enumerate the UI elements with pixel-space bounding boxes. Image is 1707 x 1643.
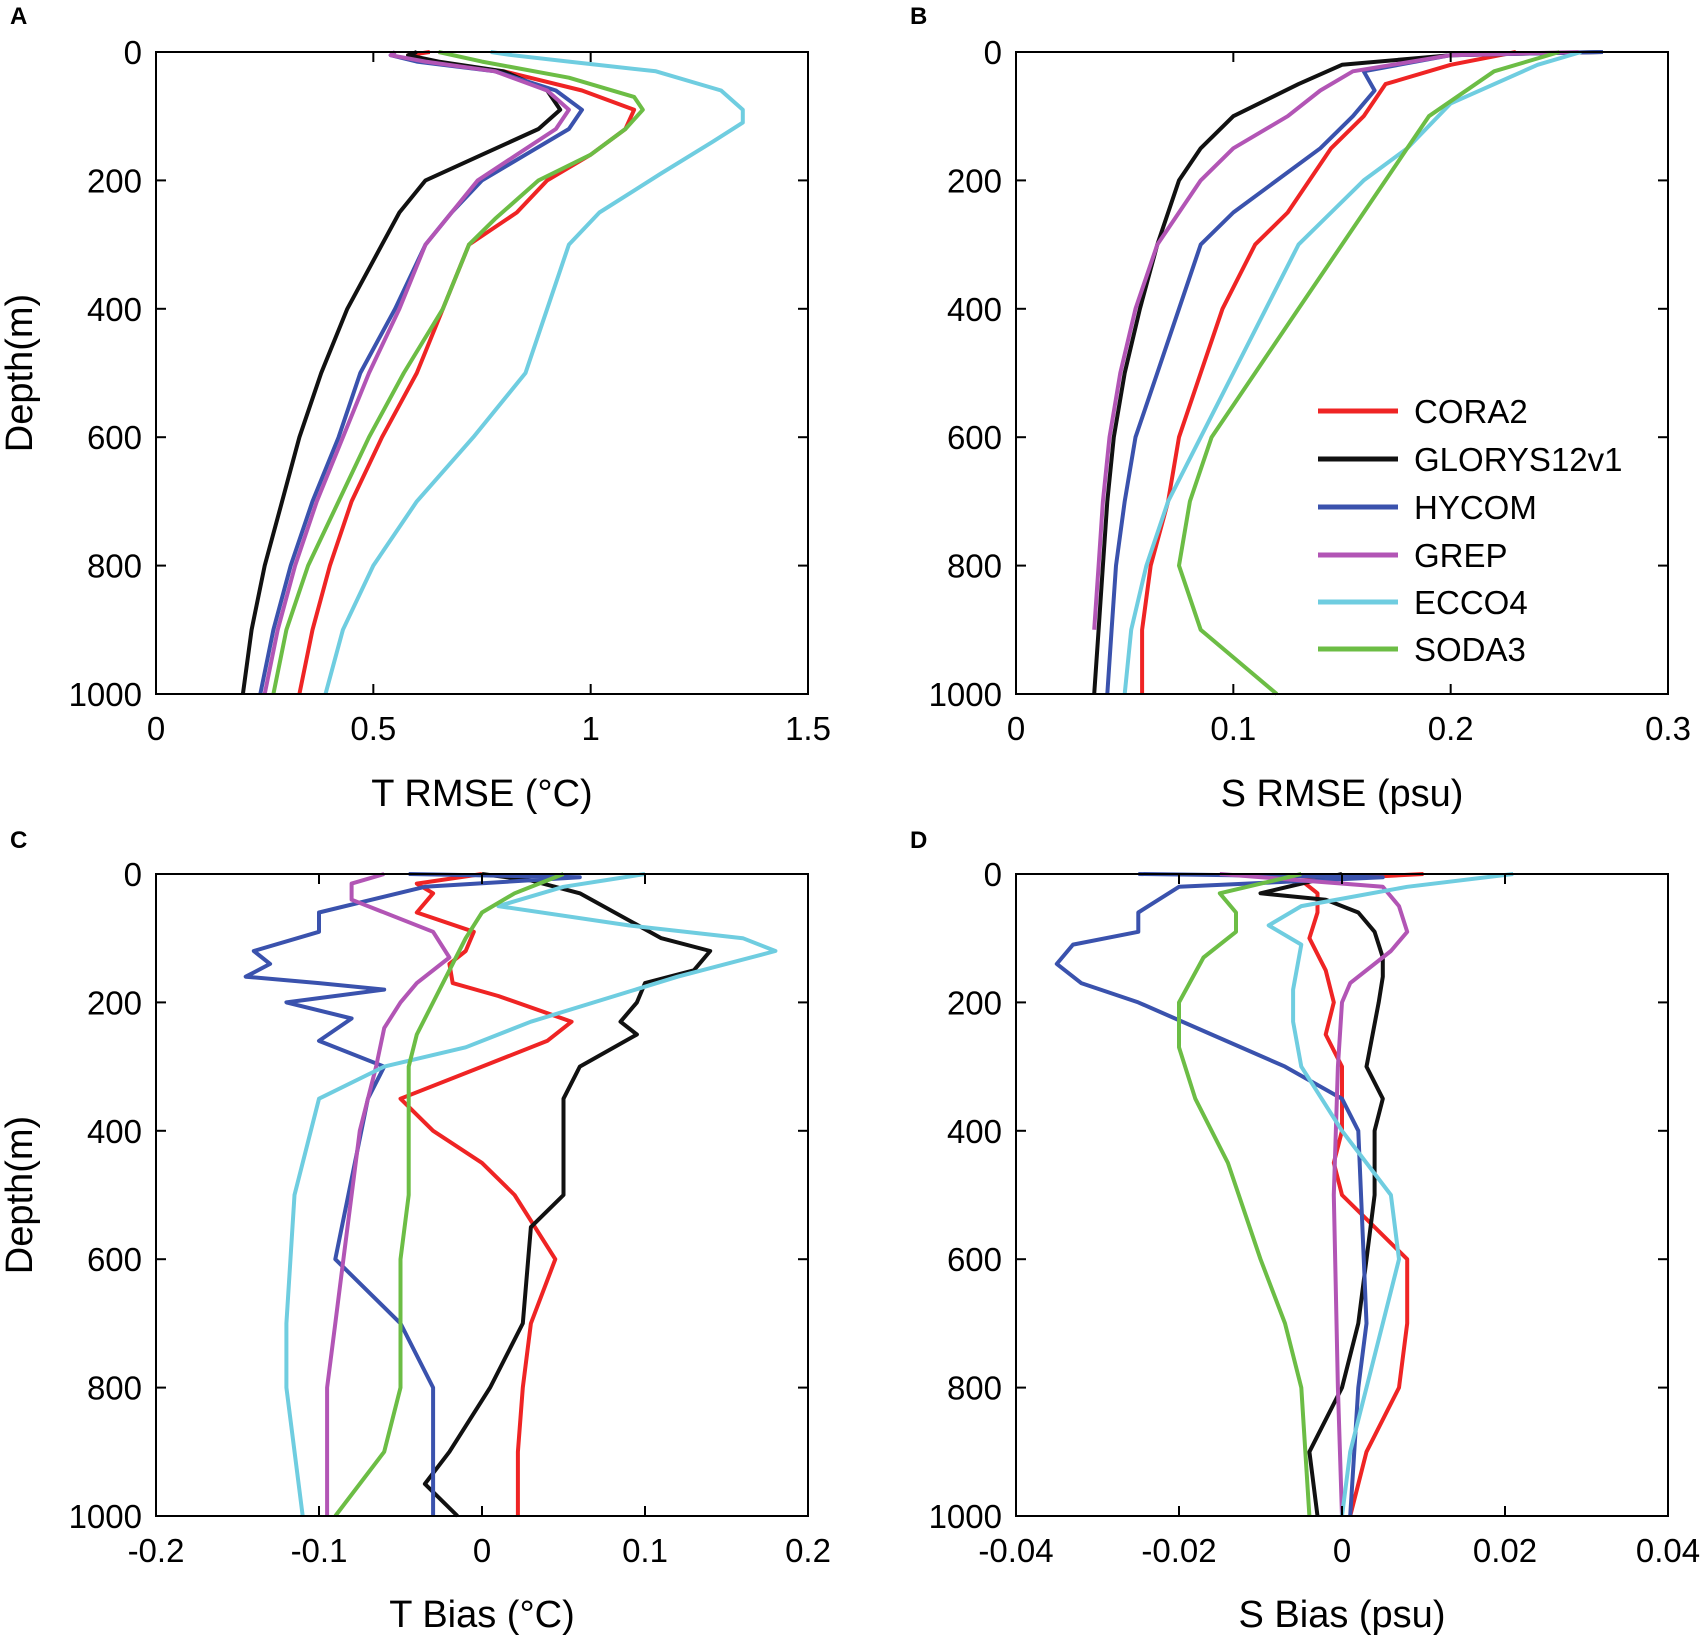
- series-group-c: [243, 872, 778, 1518]
- legend: CORA2 GLORYS12v1 HYCOM GREP ECCO4 SODA3: [1318, 393, 1623, 668]
- y-tick-label-a-0: 0: [124, 34, 142, 71]
- panel-b: B 0 0.1 0.2 0.3 0 200 400 600 800 1000 S RMSE (ps…: [910, 3, 1691, 815]
- y-tick-label-c-2: 400: [87, 1113, 142, 1150]
- legend-label-grep: GREP: [1414, 537, 1508, 574]
- x-tick-label-b-3: 0.3: [1645, 710, 1691, 747]
- y-tick-label-d-5: 1000: [929, 1498, 1002, 1535]
- panel-label-a: A: [10, 3, 27, 30]
- y-tick-label-c-1: 200: [87, 984, 142, 1021]
- y-tick-label-c-4: 800: [87, 1370, 142, 1407]
- y-tick-label-a-2: 400: [87, 291, 142, 328]
- y-tick-label-b-2: 400: [947, 291, 1002, 328]
- y-tick-label-d-1: 200: [947, 984, 1002, 1021]
- x-tick-label-b-0: 0: [1007, 710, 1025, 747]
- plot-frame-a: [155, 51, 809, 695]
- panel-label-d: D: [910, 827, 927, 854]
- series-line-c-hycom: [243, 872, 582, 1516]
- series-line-b-ecco4: [1122, 50, 1582, 695]
- ticks-a: 0 0.5 1 1.5 0 200 400 600 800 1000: [69, 34, 831, 747]
- x-tick-label-a-1: 0.5: [350, 710, 396, 747]
- series-line-c-grep: [325, 872, 452, 1516]
- y-tick-label-d-4: 800: [947, 1370, 1002, 1407]
- legend-label-ecco4: ECCO4: [1414, 584, 1528, 621]
- series-line-d-soda3: [1177, 872, 1312, 1517]
- series-line-d-cora2: [1299, 872, 1424, 1517]
- series-group-d: [1054, 872, 1514, 1517]
- y-tick-label-d-3: 600: [947, 1241, 1002, 1278]
- x-axis-label-b: S RMSE (psu): [1221, 773, 1464, 815]
- ticks-c: -0.2 -0.1 0 0.1 0.2 0 200 400 600 800 1000: [69, 856, 831, 1569]
- y-tick-label-d-0: 0: [984, 856, 1002, 893]
- y-tick-label-b-3: 600: [947, 419, 1002, 456]
- x-tick-label-d-2: 0: [1333, 1532, 1351, 1569]
- x-tick-label-a-3: 1.5: [785, 710, 831, 747]
- y-tick-label-c-5: 1000: [69, 1498, 142, 1535]
- y-axis-label-a: Depth(m): [0, 294, 41, 452]
- x-tick-label-c-3: 0.1: [622, 1532, 668, 1569]
- ticks-b: 0 0.1 0.2 0.3 0 200 400 600 800 1000: [929, 34, 1691, 747]
- y-tick-label-b-1: 200: [947, 162, 1002, 199]
- x-tick-label-c-2: 0: [473, 1532, 491, 1569]
- x-tick-label-c-0: -0.2: [128, 1532, 185, 1569]
- y-tick-label-a-1: 200: [87, 162, 142, 199]
- x-tick-label-c-1: -0.1: [291, 1532, 348, 1569]
- x-tick-label-d-4: 0.04: [1636, 1532, 1700, 1569]
- panel-label-c: C: [10, 827, 27, 854]
- series-line-c-cora2: [398, 872, 574, 1516]
- series-group-a: [240, 50, 745, 695]
- y-tick-label-c-0: 0: [124, 856, 142, 893]
- series-line-b-hycom: [1105, 50, 1603, 695]
- y-tick-label-c-3: 600: [87, 1241, 142, 1278]
- series-line-a-cora2: [297, 50, 637, 695]
- panel-c: C -0.2 -0.1 0 0.1 0.2 0 200 400 600 800 1000 T Bia…: [0, 827, 831, 1636]
- x-axis-label-c: T Bias (°C): [389, 1594, 575, 1636]
- x-axis-label-a: T RMSE (°C): [371, 773, 592, 815]
- y-axis-label-c: Depth(m): [0, 1116, 41, 1274]
- y-tick-label-a-4: 800: [87, 548, 142, 585]
- plot-frame-b: [1015, 51, 1669, 695]
- series-line-d-ecco4: [1266, 872, 1514, 1517]
- x-tick-label-d-0: -0.04: [978, 1532, 1053, 1569]
- series-line-d-hycom: [1054, 872, 1385, 1517]
- ticks-d: -0.04 -0.02 0 0.02 0.04 0 200 400 600 800 1000: [929, 856, 1701, 1569]
- y-tick-label-b-4: 800: [947, 548, 1002, 585]
- series-line-a-soda3: [271, 50, 645, 695]
- series-line-a-ecco4: [323, 50, 745, 695]
- panel-d: D -0.04 -0.02 0 0.02 0.04 0 200 400 600 800 1000 S…: [910, 827, 1700, 1636]
- x-tick-label-b-2: 0.2: [1428, 710, 1474, 747]
- x-tick-label-a-2: 1: [581, 710, 599, 747]
- series-line-b-soda3: [1177, 50, 1560, 696]
- x-tick-label-a-0: 0: [147, 710, 165, 747]
- legend-label-cora2: CORA2: [1414, 393, 1528, 430]
- x-tick-label-c-4: 0.2: [785, 1532, 831, 1569]
- series-line-a-hycom: [258, 50, 584, 695]
- panel-label-b: B: [910, 3, 927, 30]
- series-line-c-soda3: [333, 872, 565, 1518]
- y-tick-label-a-3: 600: [87, 419, 142, 456]
- series-line-c-ecco4: [284, 872, 778, 1517]
- y-tick-label-b-5: 1000: [929, 676, 1002, 713]
- y-tick-label-b-0: 0: [984, 34, 1002, 71]
- legend-label-hycom: HYCOM: [1414, 489, 1537, 526]
- series-line-d-glorys12v1: [1258, 872, 1385, 1517]
- series-line-b-grep: [1092, 50, 1582, 630]
- legend-label-glorys12v1: GLORYS12v1: [1414, 441, 1623, 478]
- series-line-b-cora2: [1140, 50, 1517, 694]
- y-tick-label-a-5: 1000: [69, 676, 142, 713]
- y-tick-label-d-2: 400: [947, 1113, 1002, 1150]
- series-line-c-glorys12v1: [422, 872, 713, 1518]
- x-tick-label-d-1: -0.02: [1141, 1532, 1216, 1569]
- x-tick-label-b-1: 0.1: [1210, 710, 1256, 747]
- x-axis-label-d: S Bias (psu): [1239, 1594, 1446, 1636]
- legend-label-soda3: SODA3: [1414, 631, 1526, 668]
- series-line-d-grep: [1219, 872, 1410, 1517]
- x-tick-label-d-3: 0.02: [1473, 1532, 1537, 1569]
- series-group-b: [1092, 50, 1603, 696]
- series-line-a-grep: [262, 50, 571, 695]
